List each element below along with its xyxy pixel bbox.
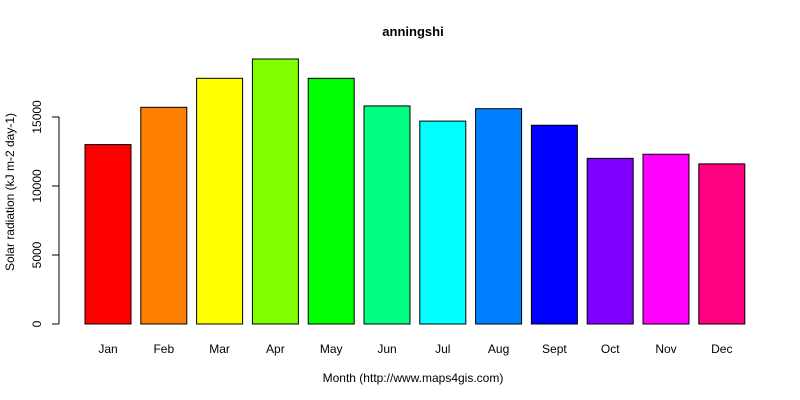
y-tick-label: 15000 — [30, 100, 44, 134]
bar-apr — [251, 58, 299, 325]
bars-group — [84, 58, 746, 325]
bar-mar — [196, 77, 244, 325]
bar-jun — [363, 105, 411, 325]
x-tick-label: Oct — [601, 342, 620, 356]
y-tick-label: 10000 — [30, 169, 44, 203]
x-tick-label: Mar — [209, 342, 230, 356]
x-tick-label: May — [320, 342, 343, 356]
y-tick-label: 5000 — [30, 241, 44, 268]
chart-title: anningshi — [382, 24, 443, 39]
bar-jan — [84, 144, 132, 325]
x-axis-label: Month (http://www.maps4gis.com) — [323, 371, 504, 385]
y-axis-label: Solar radiation (kJ m-2 day-1) — [3, 113, 17, 271]
bar-nov — [642, 153, 690, 325]
x-tick-label: Apr — [266, 342, 285, 356]
x-tick-label: Aug — [488, 342, 509, 356]
y-axis: 0 5000 10000 15000 — [30, 100, 60, 327]
x-tick-label: Jul — [435, 342, 450, 356]
x-tick-label: Dec — [711, 342, 732, 356]
x-tick-label: Jan — [98, 342, 117, 356]
bar-dec — [698, 163, 746, 325]
x-axis-labels: Jan Feb Mar Apr May Jun Jul Aug Sept Oct Nov Dec — [98, 342, 732, 356]
bar-feb — [140, 106, 188, 325]
bar-aug — [475, 108, 523, 325]
y-tick-label: 0 — [30, 320, 44, 327]
bar-oct — [586, 157, 634, 325]
x-tick-label: Sept — [542, 342, 567, 356]
bar-jul — [419, 120, 467, 325]
x-tick-label: Jun — [377, 342, 396, 356]
x-tick-label: Feb — [153, 342, 174, 356]
bar-sept — [530, 124, 578, 325]
x-tick-label: Nov — [655, 342, 676, 356]
bar-may — [307, 77, 355, 325]
